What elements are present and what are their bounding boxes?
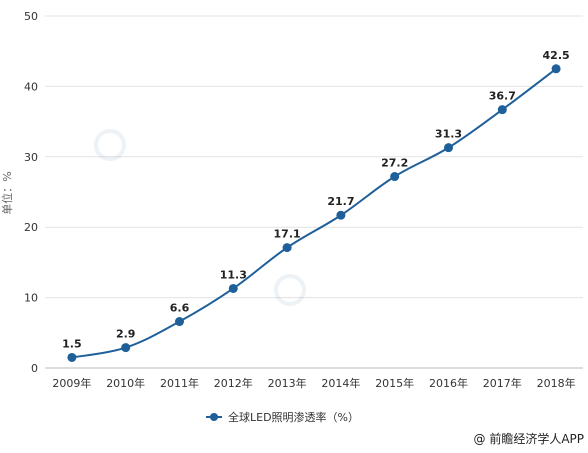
x-tick-label: 2010年 xyxy=(106,376,145,390)
data-label: 6.6 xyxy=(170,302,190,315)
data-label: 17.1 xyxy=(274,228,301,241)
data-label: 21.7 xyxy=(327,195,354,208)
x-tick-label: 2013年 xyxy=(268,376,307,390)
data-label: 31.3 xyxy=(435,128,462,141)
data-points xyxy=(67,64,561,362)
x-axis-ticks: 2009年 2010年 2011年 2012年 2013年 2014年 2015年 2016年… xyxy=(52,376,575,390)
data-label: 36.7 xyxy=(489,90,516,103)
x-tick-label: 2016年 xyxy=(429,376,468,390)
y-axis-title: 单位：% xyxy=(0,171,14,214)
x-tick-label: 2012年 xyxy=(214,376,253,390)
x-tick-label: 2018年 xyxy=(537,376,576,390)
x-tick-label: 2017年 xyxy=(483,376,522,390)
x-tick-label: 2011年 xyxy=(160,376,199,390)
data-labels: 1.5 2.9 6.6 11.3 17.1 21.7 27.2 31.3 36.7 42.5 xyxy=(62,49,570,351)
data-point xyxy=(497,105,507,115)
data-point xyxy=(175,317,184,327)
data-point xyxy=(282,243,292,253)
y-tick-label: 30 xyxy=(24,151,38,164)
y-tick-label: 40 xyxy=(24,80,38,93)
data-point xyxy=(390,172,400,182)
y-tick-label: 0 xyxy=(31,362,38,375)
legend[interactable]: 全球LED照明渗透率（%） xyxy=(206,410,359,424)
y-axis-ticks: 0 10 20 30 40 50 xyxy=(24,10,38,375)
data-label: 11.3 xyxy=(220,268,247,281)
y-tick-label: 10 xyxy=(24,292,38,305)
y-tick-label: 20 xyxy=(24,221,38,234)
series-line xyxy=(71,68,557,359)
data-label: 2.9 xyxy=(116,328,136,341)
legend-marker-icon xyxy=(210,413,218,421)
data-label: 42.5 xyxy=(543,49,570,62)
data-point xyxy=(121,343,131,353)
data-label: 27.2 xyxy=(381,157,408,170)
legend-label: 全球LED照明渗透率（%） xyxy=(228,410,359,424)
watermark-logo xyxy=(94,129,306,306)
x-tick-label: 2014年 xyxy=(321,376,360,390)
data-point xyxy=(228,283,238,293)
x-tick-label: 2009年 xyxy=(52,376,91,390)
data-label: 1.5 xyxy=(62,337,82,350)
x-tick-label: 2015年 xyxy=(375,376,414,390)
gridlines xyxy=(45,15,583,369)
data-point xyxy=(444,143,453,153)
data-point xyxy=(67,352,77,362)
data-point xyxy=(551,64,561,74)
source-caption: @ 前瞻经济学人APP xyxy=(473,432,585,446)
data-point xyxy=(336,210,346,220)
y-tick-label: 50 xyxy=(24,10,38,23)
